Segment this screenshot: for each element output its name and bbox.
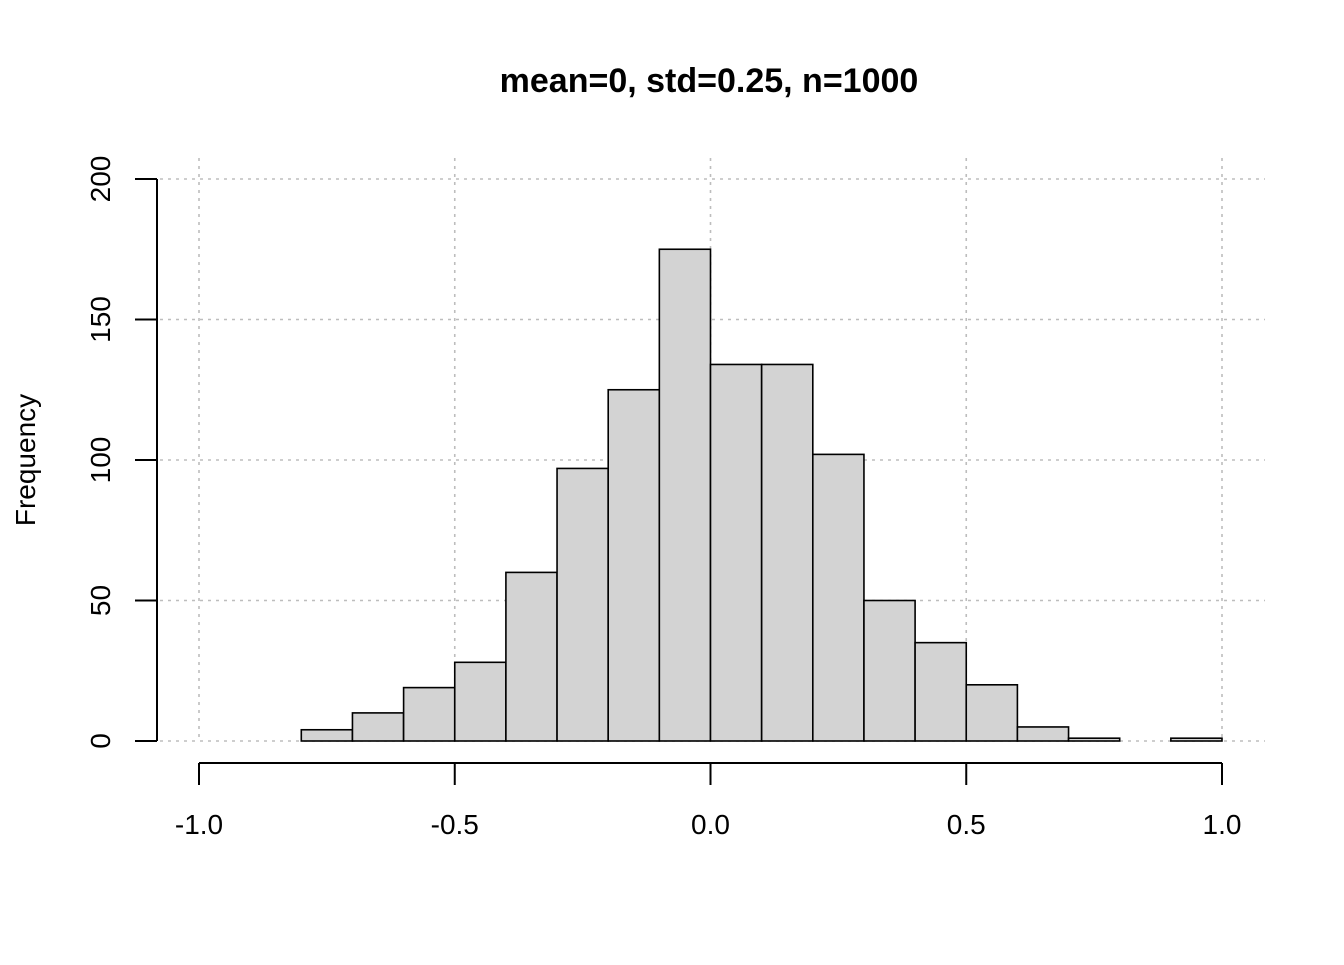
histogram-bar: [1170, 737, 1223, 742]
y-tick-label: 200: [85, 156, 116, 203]
histogram-bar: [863, 599, 916, 742]
histogram-bar: [556, 467, 609, 742]
x-tick-label: 0.5: [947, 809, 986, 840]
histogram-bar: [402, 686, 456, 742]
y-axis-label: Frequency: [10, 394, 41, 526]
histogram-bar: [1016, 726, 1070, 742]
histogram-bar: [300, 728, 354, 742]
y-tick-label: 0: [85, 733, 116, 749]
histogram-bar: [351, 712, 405, 742]
x-tick-label: -1.0: [175, 809, 223, 840]
histogram-bar: [965, 683, 1019, 742]
x-tick-label: 1.0: [1203, 809, 1242, 840]
y-tick-label: 100: [85, 437, 116, 484]
histogram-bar: [1067, 737, 1121, 742]
x-tick-label: -0.5: [431, 809, 479, 840]
histogram-bar: [709, 363, 763, 742]
histogram-bar: [914, 641, 968, 742]
chart-title: mean=0, std=0.25, n=1000: [500, 62, 919, 100]
bars: [300, 248, 1223, 742]
y-tick-label: 150: [85, 296, 116, 343]
axes: 0 50 100 150 200 -1.0 -0.5 0.0 0.5 1.0: [85, 156, 1241, 840]
histogram-bar: [607, 388, 661, 742]
histogram-bar: [658, 248, 712, 742]
histogram-bar: [811, 453, 865, 742]
histogram-bar: [760, 363, 814, 742]
histogram-bar: [505, 571, 558, 742]
histogram-bar: [453, 661, 507, 742]
y-tick-label: 50: [85, 585, 116, 616]
x-tick-label: 0.0: [691, 809, 730, 840]
